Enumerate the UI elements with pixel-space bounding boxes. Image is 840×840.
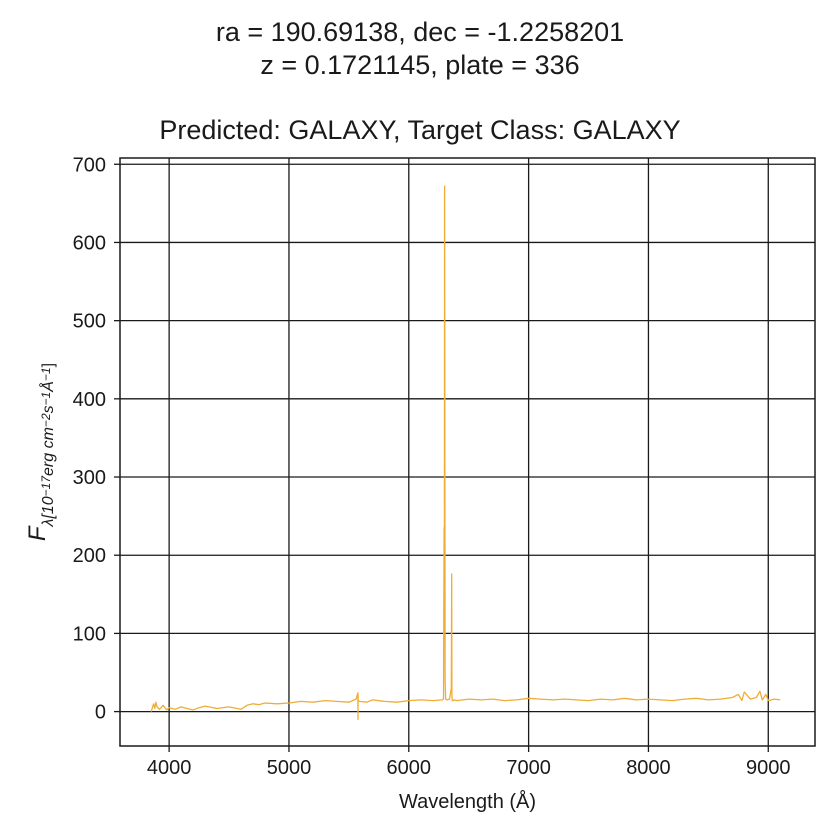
y-axis-label: Fλ[10−17erg cm−2s−1Å−1] <box>24 363 57 541</box>
plot-frame <box>119 157 816 747</box>
chart-title-line-3: Predicted: GALAXY, Target Class: GALAXY <box>159 115 681 145</box>
y-tick-label: 0 <box>95 702 106 724</box>
spectrum-line <box>150 185 781 721</box>
x-tick-label: 8000 <box>626 757 671 779</box>
x-tick-label: 4000 <box>147 757 192 779</box>
chart-title-line-2: z = 0.1721145, plate = 336 <box>260 50 580 80</box>
y-tick-label: 100 <box>73 623 106 645</box>
y-tick-label: 700 <box>73 154 106 176</box>
x-tick-label: 5000 <box>267 757 312 779</box>
series-layer <box>150 185 781 721</box>
y-tick-label: 600 <box>73 232 106 254</box>
x-tick-label: 7000 <box>506 757 551 779</box>
y-tick-label: 300 <box>73 467 106 489</box>
chart-title-line-1: ra = 190.69138, dec = -1.2258201 <box>215 17 625 47</box>
y-tick-label: 500 <box>73 311 106 333</box>
y-tick-label: 400 <box>73 389 106 411</box>
x-tick-label: 9000 <box>746 757 791 779</box>
x-tick-label: 6000 <box>387 757 432 779</box>
x-axis-label: Wavelength (Å) <box>399 790 536 813</box>
y-tick-label: 200 <box>73 545 106 567</box>
ticks: 4000 5000 6000 7000 8000 9000 0 100 200 300 400 500… <box>73 154 791 779</box>
grid <box>120 158 815 746</box>
